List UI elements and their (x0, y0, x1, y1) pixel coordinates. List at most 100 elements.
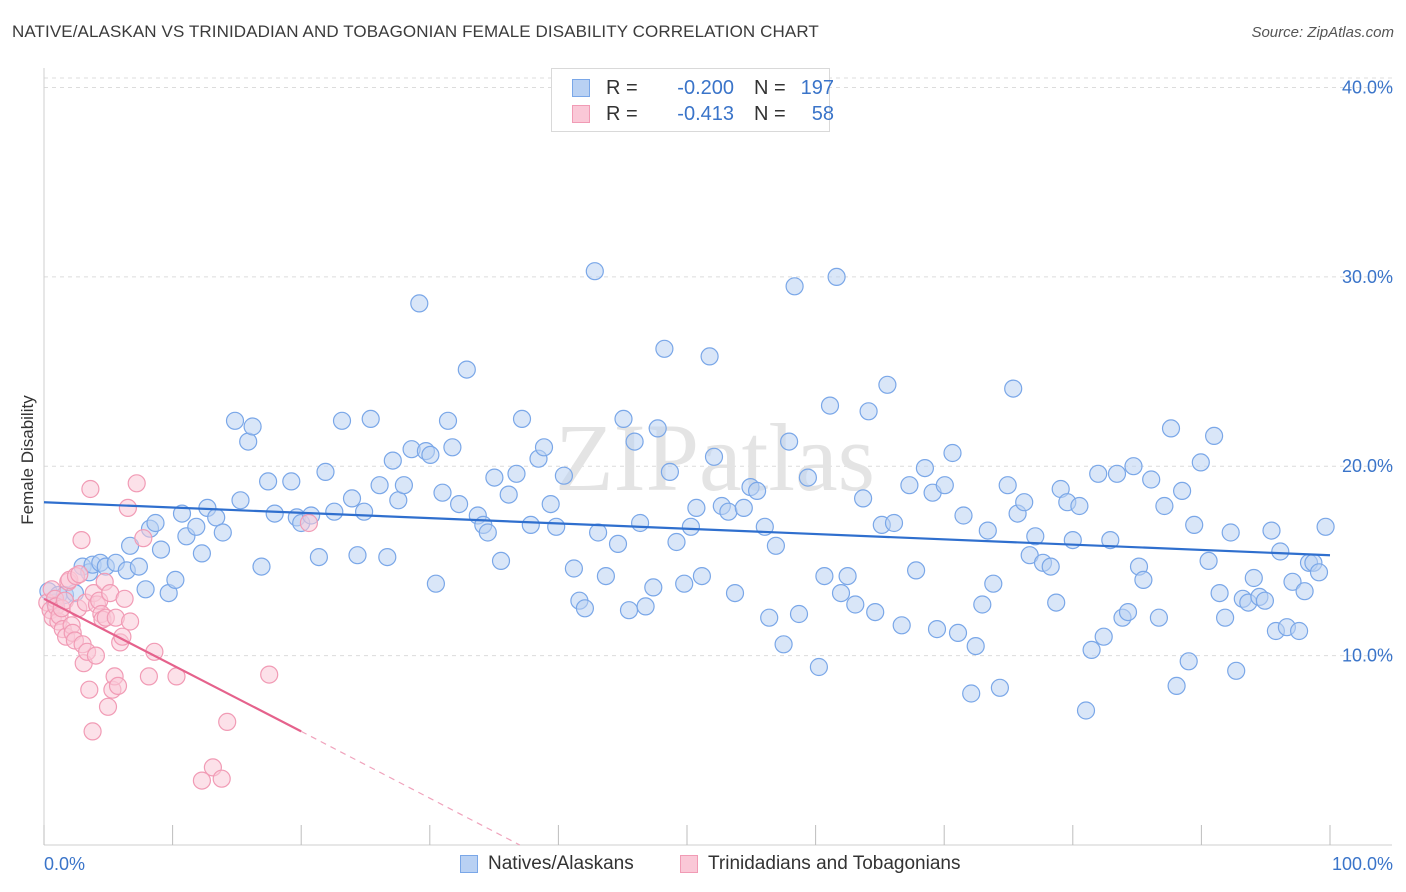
data-point (915, 459, 935, 478)
data-point (1172, 481, 1192, 500)
data-point (70, 565, 89, 584)
data-point (575, 599, 595, 618)
legend-trinidadians: Trinidadians and Tobagonians (680, 852, 960, 876)
y-tick-label: 40.0% (1342, 77, 1393, 97)
data-point (187, 517, 206, 536)
data-point (259, 472, 278, 491)
y-tick-label: 30.0% (1342, 267, 1393, 287)
data-point (1215, 608, 1235, 627)
data-point (1076, 701, 1096, 720)
data-point (1063, 530, 1082, 550)
data-point (884, 513, 904, 533)
natives-legend-label: Natives/Alaskans (488, 853, 634, 874)
data-point (86, 646, 106, 665)
data-point (348, 546, 367, 565)
source-label: Source: ZipAtlas.com (1251, 24, 1394, 41)
data-point (410, 294, 429, 313)
data-point (426, 574, 445, 593)
data-point (146, 513, 165, 533)
data-point (687, 498, 706, 517)
data-point (1271, 542, 1290, 561)
data-point (433, 483, 452, 502)
data-point (316, 462, 335, 481)
data-point (636, 597, 655, 616)
data-point (1210, 583, 1229, 603)
data-point (534, 438, 554, 457)
data-point (789, 604, 809, 624)
data-point (121, 612, 140, 631)
data-point (1004, 379, 1023, 398)
data-point (747, 481, 767, 500)
data-point (225, 411, 245, 430)
data-point (139, 667, 158, 686)
data-point (943, 443, 962, 463)
data-point (438, 411, 458, 430)
data-point (704, 447, 724, 466)
data-point (1199, 551, 1218, 571)
data-point (1283, 572, 1302, 591)
natives-legend-swatch (460, 855, 478, 873)
data-point (1161, 419, 1181, 438)
data-point (978, 521, 997, 540)
data-point (370, 476, 389, 495)
data-point (619, 601, 639, 620)
trend-lines (43, 501, 1331, 846)
trinidadians-legend-swatch (680, 855, 698, 873)
data-point (681, 517, 701, 536)
data-point (984, 574, 1003, 593)
trinidadians-legend-label: Trinidadians and Tobagonians (708, 853, 961, 874)
x-tick-label: 0.0% (44, 854, 85, 874)
data-point (614, 409, 633, 428)
data-point (1047, 593, 1066, 612)
data-point (1316, 517, 1335, 536)
legend-row-trinidadians: R = -0.413 N = 58 (572, 102, 834, 126)
data-point (725, 583, 745, 603)
n-label: N = (754, 102, 786, 125)
axes (43, 68, 1392, 846)
data-point (1089, 464, 1108, 483)
data-point (1167, 676, 1186, 696)
data-point (83, 722, 102, 741)
data-point (192, 771, 211, 790)
data-point (859, 402, 878, 421)
data-point (129, 557, 148, 576)
data-point (127, 474, 146, 493)
trinidadians-swatch (572, 105, 590, 123)
tick-labels: 10.0% 20.0% 30.0% 40.0% 0.0% 100.0% (44, 77, 1393, 874)
data-point (1149, 608, 1169, 627)
data-point (309, 547, 328, 567)
data-point (827, 267, 846, 286)
data-point (785, 277, 804, 296)
data-point (547, 517, 566, 536)
r-value: -0.413 (677, 102, 734, 125)
data-point (1118, 602, 1138, 622)
data-point (596, 566, 616, 586)
data-point (1107, 464, 1127, 483)
data-point (815, 566, 834, 586)
data-point (389, 491, 408, 510)
data-point (990, 678, 1010, 697)
data-point (325, 502, 344, 521)
data-point (355, 502, 374, 521)
data-point (450, 495, 469, 514)
data-point (630, 513, 650, 533)
data-point (798, 468, 818, 487)
natives-swatch (572, 79, 590, 97)
y-axis-label: Female Disability (18, 395, 37, 525)
data-point (766, 536, 786, 555)
data-point (151, 540, 171, 559)
data-point (675, 574, 694, 593)
data-point (648, 419, 667, 438)
y-tick-label: 10.0% (1342, 646, 1393, 666)
data-point (760, 608, 779, 627)
data-point (1070, 496, 1089, 516)
data-point (692, 566, 712, 586)
r-value: -0.200 (677, 76, 734, 99)
data-point (1101, 530, 1120, 550)
data-point (927, 619, 947, 639)
data-point (1026, 527, 1045, 546)
data-point (72, 530, 91, 550)
data-point (521, 515, 540, 535)
n-value: 58 (811, 102, 834, 125)
